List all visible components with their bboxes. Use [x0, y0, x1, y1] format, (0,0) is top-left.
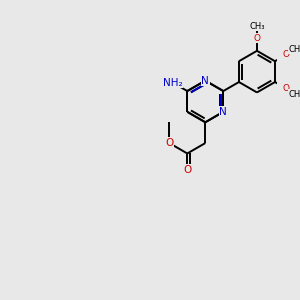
Text: O: O [282, 50, 289, 59]
Text: CH₃: CH₃ [288, 44, 300, 53]
Text: CH₃: CH₃ [249, 22, 265, 31]
Text: O: O [165, 138, 173, 148]
Text: O: O [282, 84, 289, 93]
Text: O: O [183, 165, 191, 175]
Text: N: N [201, 76, 209, 85]
Text: NH₂: NH₂ [163, 78, 183, 88]
Text: CH₃: CH₃ [288, 90, 300, 99]
Text: N: N [220, 107, 227, 117]
Text: O: O [254, 34, 260, 43]
